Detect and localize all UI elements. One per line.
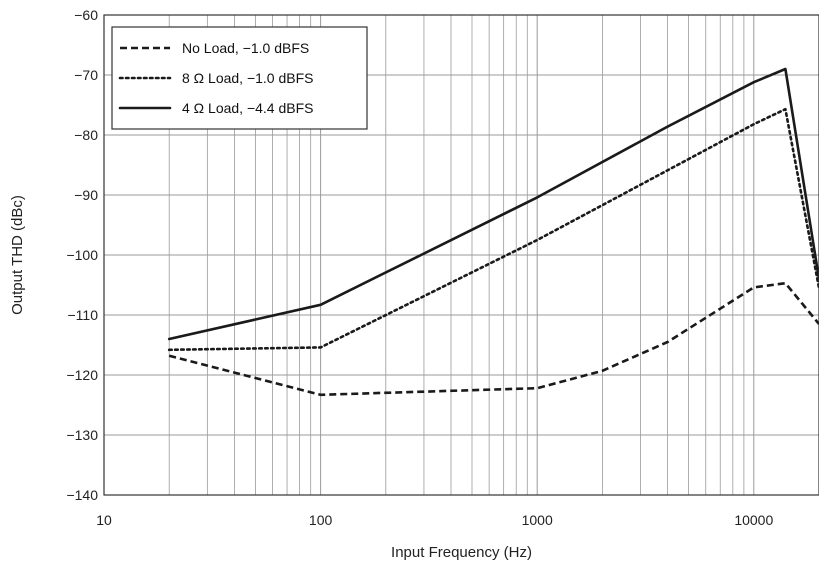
legend-box xyxy=(111,26,368,130)
x-tick-label: 1000 xyxy=(522,512,553,528)
y-tick-label: −120 xyxy=(66,367,98,383)
legend-label: 8 Ω Load, −1.0 dBFS xyxy=(182,70,314,86)
y-tick-label: −100 xyxy=(66,247,98,263)
y-tick-label: −60 xyxy=(74,7,98,23)
series-line-dashed xyxy=(168,281,819,397)
series-line-dotted xyxy=(167,107,819,352)
y-tick-label: −110 xyxy=(68,307,99,323)
y-tick-label: −80 xyxy=(74,127,98,143)
y-tick-label: −140 xyxy=(66,487,98,503)
legend-label: 4 Ω Load, −4.4 dBFS xyxy=(182,100,314,116)
series-line-solid xyxy=(167,67,819,341)
x-axis-title: Input Frequency (Hz) xyxy=(391,544,532,561)
legend-label: No Load, −1.0 dBFS xyxy=(182,40,309,56)
x-tick-label: 10000 xyxy=(734,512,773,528)
series-lines xyxy=(167,67,819,397)
x-tick-label: 10 xyxy=(96,512,112,528)
x-tick-labels: 10 100 1000 10000 xyxy=(96,512,773,528)
y-axis-title: Output THD (dBc) xyxy=(9,195,26,315)
y-tick-label: −70 xyxy=(74,67,98,83)
y-tick-label: −130 xyxy=(66,427,98,443)
y-tick-labels: −60 −70 −80 −90 −100 −110 −120 −130 −140 xyxy=(66,7,98,503)
x-tick-label: 100 xyxy=(309,512,333,528)
plot-frame xyxy=(103,14,819,496)
legend: No Load, −1.0 dBFS 8 Ω Load, −1.0 dBFS 4 Ω… xyxy=(111,26,368,130)
y-tick-label: −90 xyxy=(74,187,98,203)
